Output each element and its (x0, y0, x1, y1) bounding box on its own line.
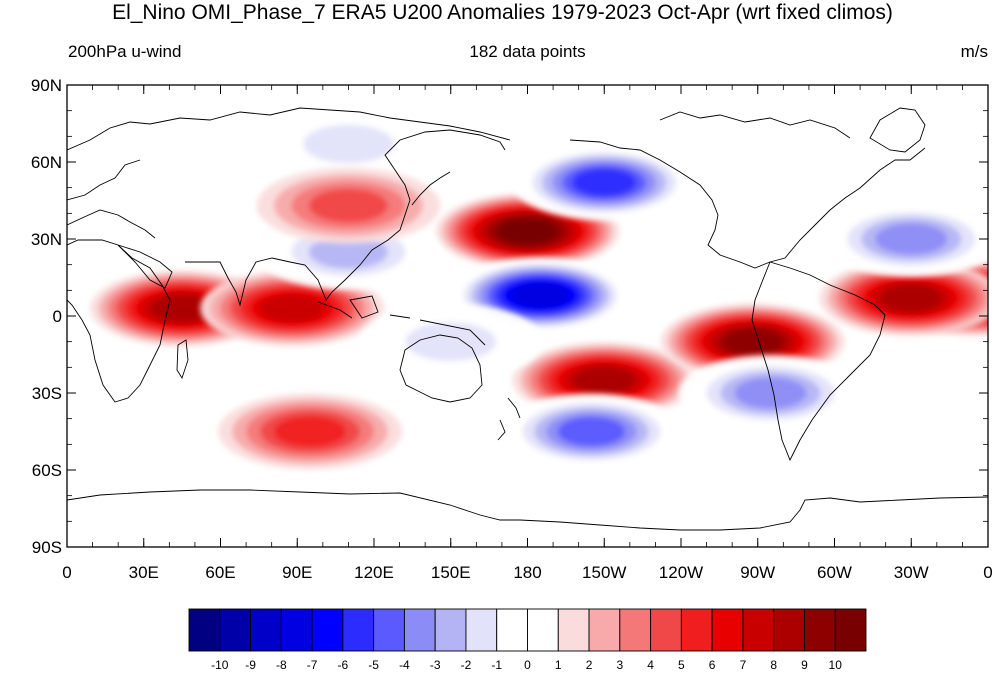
x-tick-label: 120W (659, 563, 703, 582)
x-tick-label: 180 (513, 563, 541, 582)
anomaly-center-9 (499, 393, 684, 470)
colorbar-box (342, 608, 375, 652)
y-tick-label: 30N (31, 230, 62, 249)
coast-maritime-islands (317, 295, 486, 346)
colorbar-label: 2 (586, 658, 593, 672)
coast-arabia (117, 244, 173, 289)
anomaly-center-13 (358, 303, 543, 380)
coast-east-asia (384, 129, 506, 201)
colorbar-box (711, 608, 744, 652)
colorbar-box (742, 608, 775, 652)
colorbar-label: -9 (245, 658, 256, 672)
anomaly-center-8 (512, 144, 697, 221)
coast-north-america (569, 139, 926, 269)
x-tick-label: 0 (983, 563, 992, 582)
anomaly-center-15 (256, 167, 441, 244)
coast-india (185, 257, 291, 307)
colorbar-label: 6 (709, 658, 716, 672)
colorbar-label: 7 (740, 658, 747, 672)
x-tick-label: 60E (205, 563, 235, 582)
coast-south-america (751, 261, 886, 462)
x-tick-label: 30E (129, 563, 159, 582)
coastlines (67, 107, 988, 531)
colorbar-label: -8 (276, 658, 287, 672)
anomaly-center-14 (256, 106, 441, 183)
colorbar-box (311, 608, 344, 652)
colorbar-label: -5 (368, 658, 379, 672)
x-tick-label: 120E (354, 563, 394, 582)
x-tick-label: 150W (582, 563, 626, 582)
coast-eurasia-north (67, 107, 511, 151)
y-tick-label: 90S (32, 538, 62, 557)
y-tick-label: 60S (32, 461, 62, 480)
coast-greenland (869, 107, 926, 153)
y-tick-label: 0 (53, 307, 62, 326)
colorbar-box (588, 608, 621, 652)
colorbar-label: -1 (491, 658, 502, 672)
colorbar-label: 5 (678, 658, 685, 672)
colorbar-label: 8 (770, 658, 777, 672)
coast-japan (411, 171, 451, 206)
coast-arctic-islands (659, 111, 851, 139)
colorbar-box (280, 608, 313, 652)
anomaly-center-6 (819, 260, 988, 337)
x-tick-label: 90E (282, 563, 312, 582)
colorbar-label: -4 (399, 658, 410, 672)
colorbar-box (219, 608, 251, 652)
colorbar-box (650, 608, 682, 652)
colorbar-label: -2 (461, 658, 472, 672)
colorbar-box (188, 608, 221, 652)
colorbar-box (434, 608, 467, 652)
colorbar-box (804, 608, 836, 652)
anomaly-center-4 (512, 342, 697, 419)
anomaly-center-10 (819, 201, 988, 277)
x-tick-label: 90W (740, 563, 775, 582)
colorbar-box (527, 608, 559, 652)
coast-new-zealand (497, 397, 521, 441)
colorbar-label: 0 (524, 658, 531, 672)
units-label: m/s (960, 42, 988, 61)
colorbar-box (250, 608, 282, 652)
colorbar-label: 4 (647, 658, 654, 672)
axis-ticks: 0 30E 60E 90E 120E 150E 180 150W 120W 90W 60W 30W 09… (31, 76, 993, 582)
colorbar-box (619, 608, 652, 652)
x-tick-label: 60W (817, 563, 852, 582)
y-tick-label: 90N (31, 76, 62, 95)
colorbar-box (373, 608, 405, 652)
coast-madagascar (176, 339, 189, 380)
coast-australia (399, 334, 483, 403)
colorbar-label: 1 (555, 658, 562, 672)
coast-antarctica (67, 489, 988, 531)
y-tick-label: 30S (32, 384, 62, 403)
colorbar-label: 9 (801, 658, 808, 672)
colorbar-label: 10 (829, 658, 843, 672)
colorbar-box (834, 608, 867, 652)
plot-title: El_Nino OMI_Phase_7 ERA5 U200 Anomalies … (112, 1, 893, 24)
colorbar-box (680, 608, 713, 652)
variable-label: 200hPa u-wind (68, 42, 182, 61)
colorbar-label: -10 (211, 658, 229, 672)
colorbar-label: -3 (430, 658, 441, 672)
colorbar-box (496, 608, 528, 652)
anomaly-center-11 (678, 355, 863, 431)
colorbar-label: -7 (307, 658, 318, 672)
coast-europe-mediterranean (67, 159, 156, 239)
x-tick-label: 150E (431, 563, 471, 582)
colorbar-label: 3 (616, 658, 623, 672)
colorbar-label: -6 (338, 658, 349, 672)
x-tick-label: 30W (894, 563, 929, 582)
anomaly-center-16 (218, 393, 403, 470)
coast-southeast-asia (289, 199, 411, 301)
colorbar-box (465, 608, 498, 652)
sample-count-label: 182 data points (469, 42, 586, 61)
anomaly-field (90, 106, 988, 470)
x-tick-label: 0 (62, 563, 71, 582)
colorbar-box (773, 608, 805, 652)
y-tick-label: 60N (31, 153, 62, 172)
colorbar-box (557, 608, 590, 652)
colorbar-box (403, 608, 436, 652)
colorbar: -10 -9 -8 -7 -6 -5 -4 -3 -2 -1 0 1 2 3 4 5 6 7 8 9 10 (188, 608, 867, 672)
